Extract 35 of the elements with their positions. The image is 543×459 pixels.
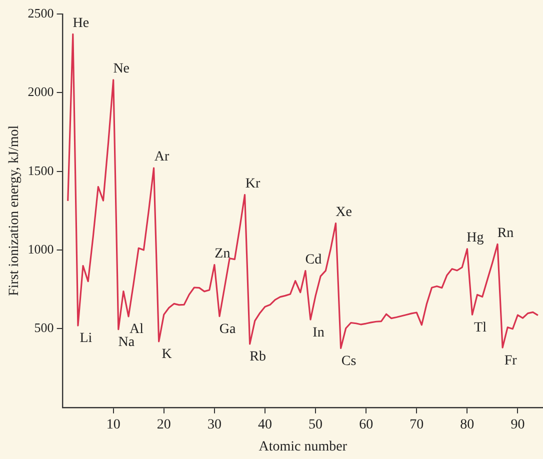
x-tick-label: 70 [410,417,424,432]
annotation: Cs [341,354,356,369]
annotation: Kr [245,176,260,192]
y-tick-label: 1500 [28,162,54,178]
annotation: Rb [250,350,266,365]
x-axis-title: Atomic number [258,439,348,454]
y-axis-title: First ionization energy, kJ/mol [7,125,22,296]
annotation: Al [130,322,144,338]
y-tick-label: 2000 [28,84,54,100]
annotation: Cd [305,252,322,268]
x-tick-label: 40 [258,417,272,432]
annotation: Li [80,331,92,346]
annotation: In [312,325,324,340]
annotation: Hg [466,230,484,246]
annotation: Ne [113,62,130,77]
annotation: Fr [504,353,518,368]
y-tick-label: 1000 [28,241,54,256]
y-tick-label: 500 [34,320,54,336]
x-tick-label: 30 [207,417,222,432]
x-tick-label: 10 [106,417,120,432]
y-tick-label: 2500 [28,5,54,20]
annotation: Na [118,335,136,350]
annotation: Xe [336,204,352,220]
annotation: He [72,16,90,31]
annotation: Ar [154,150,170,165]
x-tick-label: 90 [510,417,525,432]
annotation: Ga [219,322,236,337]
x-tick-label: 60 [359,417,374,432]
annotation: Zn [214,246,230,262]
x-tick-label: 80 [460,417,474,432]
annotation: K [162,347,172,362]
x-tick-label: 50 [308,417,323,432]
annotation: Rn [497,226,514,241]
annotation: Tl [474,320,487,336]
x-tick-label: 20 [156,417,171,432]
